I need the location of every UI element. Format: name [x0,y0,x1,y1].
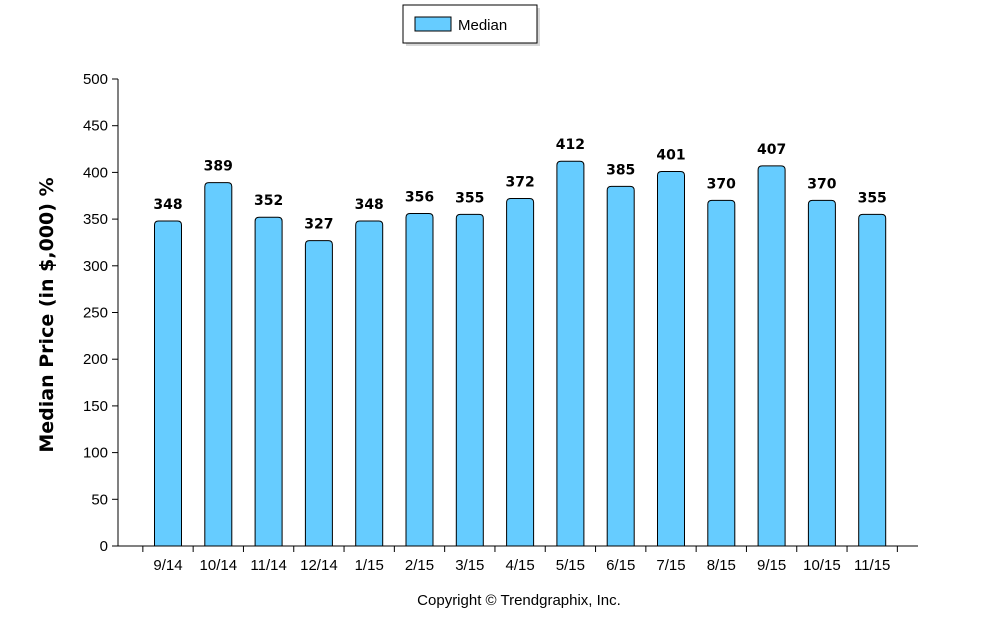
x-tick-label: 10/14 [200,557,238,574]
copyright-footer: Copyright © Trendgraphix, Inc. [417,592,621,609]
bar-value-label: 385 [606,162,635,178]
bar [757,165,786,547]
x-tick-label: 7/15 [656,557,685,574]
legend: Median [402,4,540,46]
y-axis-title: Median Price (in $,000) % [36,177,58,452]
bar-value-label: 370 [707,176,736,192]
legend-label: Median [458,17,507,34]
bar-value-label: 355 [455,190,484,206]
bar [657,170,685,547]
bar-value-label: 401 [656,147,685,163]
x-tick-label: 3/15 [455,557,484,574]
bars: 348 389 352 327 348 356 355 372 412 385 401 370 407 3… [153,137,887,547]
y-tick-label: 500 [83,71,108,88]
bar-value-label: 348 [153,197,182,213]
x-tick-label: 10/15 [803,557,841,574]
bar-value-label: 352 [254,193,283,209]
bar-value-label: 327 [304,217,333,233]
y-tick-label: 150 [83,398,108,415]
x-tick-label: 4/15 [505,557,534,574]
y-tick-label: 50 [91,491,108,508]
bar-value-label: 407 [757,142,786,158]
y-tick-label: 200 [83,351,108,368]
bar [807,199,836,547]
x-tick-label: 1/15 [355,557,384,574]
x-tick-label: 12/14 [300,557,338,574]
bar [154,220,182,547]
y-tick-label: 350 [83,211,108,228]
x-tick-label: 2/15 [405,557,434,574]
bar [707,199,736,547]
bar [606,185,635,547]
bar [858,213,887,547]
y-tick-label: 450 [83,118,108,135]
y-axis-ticks: 0 50 100 150 200 250 300 350 400 450 500 [83,71,118,555]
x-tick-label: 11/14 [250,557,286,574]
y-tick-label: 250 [83,305,108,322]
bar [204,182,233,547]
bar [556,160,585,547]
x-tick-label: 6/15 [606,557,635,574]
bar [455,213,484,547]
bar [405,212,434,547]
x-tick-label: 9/14 [153,557,182,574]
bar-value-label: 389 [204,159,233,175]
bar-value-label: 348 [355,197,384,213]
bar-value-label: 355 [858,190,887,206]
x-tick-label: 5/15 [556,557,585,574]
bar-value-label: 370 [807,176,836,192]
bar [355,220,384,547]
x-tick-label: 11/15 [854,557,890,574]
y-tick-label: 400 [83,164,108,181]
y-tick-label: 100 [83,445,108,462]
y-tick-label: 300 [83,258,108,275]
bar-value-label: 412 [556,137,585,153]
legend-swatch [414,16,452,32]
bar [304,240,333,547]
y-tick-label: 0 [100,538,108,555]
bar [506,198,535,547]
x-tick-label: 9/15 [757,557,786,574]
x-axis-ticks: 9/14 10/14 11/14 12/14 1/15 2/15 3/15 4/15 5/15 6… [142,546,898,574]
bar-value-label: 372 [505,175,534,191]
x-tick-label: 8/15 [707,557,736,574]
bar [254,216,283,547]
bar-value-label: 356 [405,189,434,205]
